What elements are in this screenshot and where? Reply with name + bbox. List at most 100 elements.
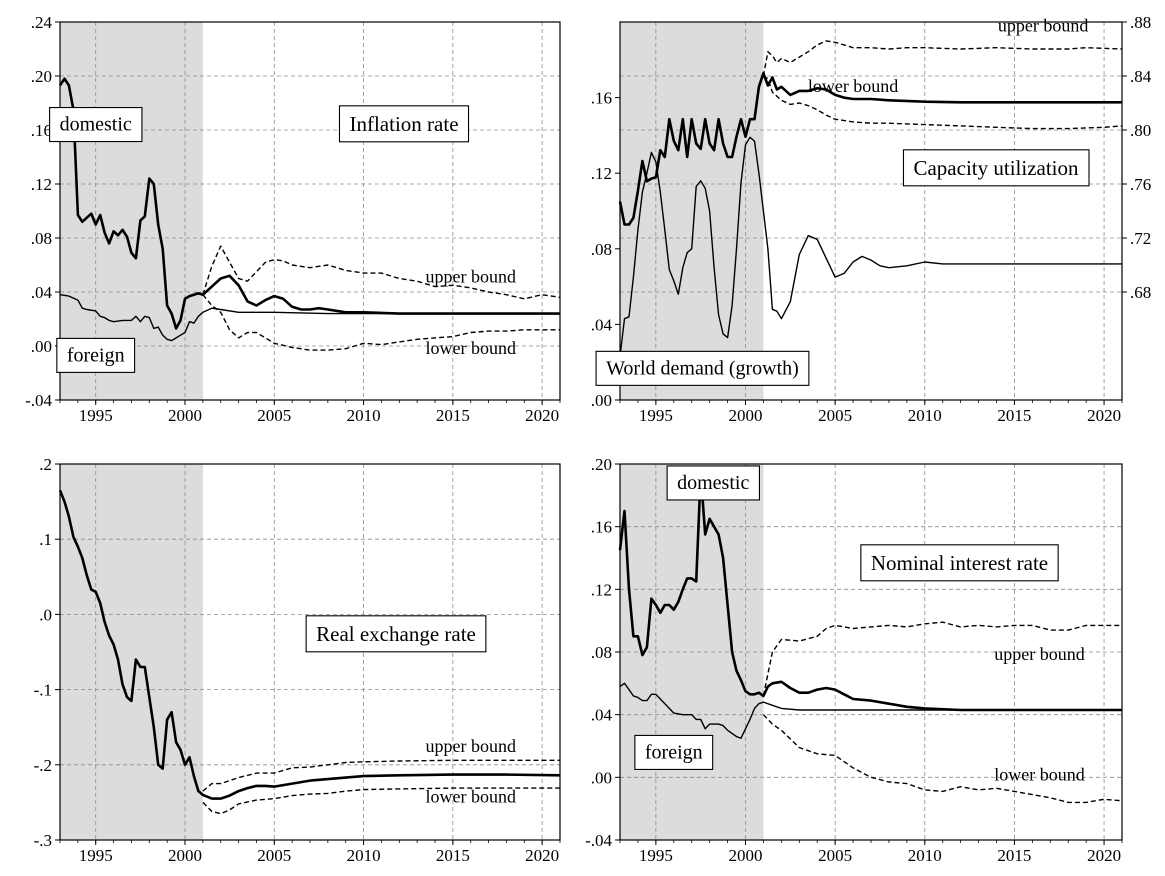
x-tick-label: 2005 [818,406,852,425]
annotation-upper-bound: upper bound [994,644,1084,664]
x-tick-label: 2005 [818,846,852,865]
chart-title-box [902,149,1090,187]
x-tick-label: 2000 [729,406,763,425]
chart-title-box [305,615,487,653]
annotation-lower-bound: lower bound [994,764,1084,784]
y-tick-label: .00 [31,337,52,356]
series-upper-bound-line [202,759,560,792]
y-tick-label: .0 [39,605,52,624]
annotation-domestic-box [49,106,143,143]
shaded-region [60,22,203,400]
x-tick-label: 2015 [997,846,1031,865]
series-lower-bound-line [202,294,560,351]
x-tick-label: 2020 [525,846,559,865]
x-tick-label: 1995 [79,846,113,865]
y-tick-label: .24 [31,13,53,32]
y-tick-label: .08 [591,643,612,662]
x-tick-label: 2015 [436,846,470,865]
y-tick-label: .00 [591,391,612,410]
y-tick-label: .16 [31,121,52,140]
y-tick-label: .00 [591,768,612,787]
y2-tick-label: .68 [1130,283,1151,302]
annotation-world-demand-growth--box [595,350,810,386]
chart-title-box [338,105,470,143]
y2-tick-label: .80 [1130,121,1151,140]
chart-panel-1: 1995 2000 2005 2010 2015 2020 -.04 .00 .04 .08 .12… [25,13,561,425]
series-real-exchange-rate-line [58,489,561,800]
annotation-upper-bound: upper bound [425,267,515,287]
series-lower-bound-line [763,75,1123,130]
x-tick-label: 2020 [1087,406,1121,425]
y-tick-label: .16 [591,89,612,108]
x-tick-label: 1995 [79,406,113,425]
series-upper-bound-line [202,245,561,300]
chart-panel-2: 1995 2000 2005 2010 2015 2020 .00 .04 .08 .12 .16.… [591,13,1152,425]
x-tick-label: 2005 [257,846,291,865]
x-tick-label: 2015 [997,406,1031,425]
x-tick-label: 2000 [168,846,202,865]
chart-title-box [860,544,1059,582]
series-domestic-line [618,472,1122,712]
y-tick-label: .1 [39,530,52,549]
y2-tick-label: .76 [1130,175,1151,194]
y-tick-label: -.2 [34,756,52,775]
y2-tick-label: .88 [1130,13,1151,32]
y-tick-label: .04 [31,283,53,302]
x-tick-label: 1995 [639,406,673,425]
annotation-foreign-box [634,734,714,770]
annotation-domestic-box [666,465,760,501]
annotation-foreign: foreign [67,344,125,366]
y-tick-label: .12 [31,175,52,194]
y2-tick-label: .84 [1130,67,1152,86]
series-capacity-utilization-line [618,72,1122,226]
x-tick-label: 2005 [257,406,291,425]
chart-title: Nominal interest rate [871,551,1048,575]
x-tick-label: 2015 [436,406,470,425]
y-tick-label: .04 [591,315,613,334]
y-tick-label: -.3 [34,831,52,850]
series-world-demand-growth--line [619,136,1122,357]
y-tick-label: .20 [31,67,52,86]
x-tick-label: 2000 [729,846,763,865]
chart-title: Capacity utilization [913,156,1079,180]
series-domestic-line [58,77,560,330]
shaded-region [60,464,203,840]
annotation-upper-bound: upper bound [425,736,515,756]
y-tick-label: -.04 [585,831,612,850]
chart-panel-3: 1995 2000 2005 2010 2015 2020 -.3 -.2 -.1 .0 .1 .2 u… [34,455,561,865]
series-lower-bound-line [202,787,560,815]
x-tick-label: 2010 [347,406,381,425]
y-tick-label: -.04 [25,391,52,410]
y-tick-label: .12 [591,580,612,599]
chart-title: Real exchange rate [316,622,476,646]
y2-tick-label: .72 [1130,229,1151,248]
x-tick-label: 2010 [908,846,942,865]
annotation-lower-bound: lower bound [425,786,515,806]
y-tick-label: .16 [591,518,612,537]
series-upper-bound-line [762,621,1122,697]
y-tick-label: .2 [39,455,52,474]
x-tick-label: 2020 [1087,846,1121,865]
annotation-foreign: foreign [645,741,703,763]
y-tick-label: .12 [591,164,612,183]
chart-panel-4: 1995 2000 2005 2010 2015 2020 -.04 .00 .04 .08 .12… [585,455,1123,865]
series-foreign-line [619,682,1122,739]
y-tick-label: .08 [591,240,612,259]
annotation-domestic: domestic [677,472,749,494]
annotation-foreign-box [56,337,136,373]
series-lower-bound-line [762,714,1123,804]
shaded-region [620,22,764,400]
y-tick-label: .20 [591,455,612,474]
x-tick-label: 2010 [908,406,942,425]
x-tick-label: 2020 [525,406,559,425]
annotation-domestic: domestic [60,114,132,136]
x-tick-label: 2010 [347,846,381,865]
annotation-upper-bound: upper bound [998,15,1088,35]
annotation-lower-bound: lower bound [425,338,515,358]
y-tick-label: .08 [31,229,52,248]
annotation-lower-bound: lower bound [808,76,898,96]
x-tick-label: 1995 [639,846,673,865]
x-tick-label: 2000 [168,406,202,425]
